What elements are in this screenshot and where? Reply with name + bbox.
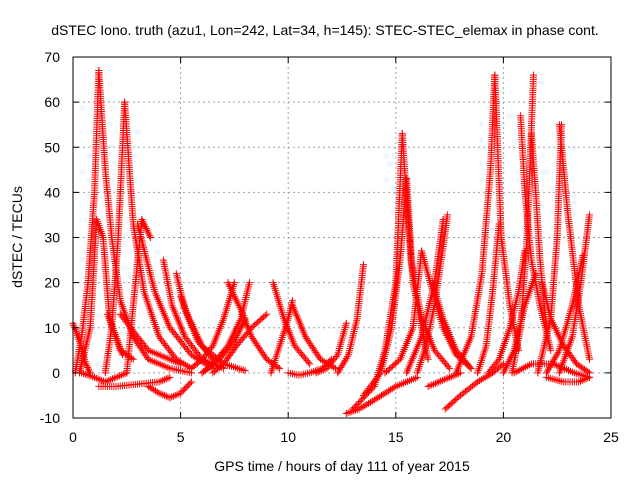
series-42 [484,247,529,377]
series-markers [209,310,271,377]
x-tick-label: 5 [177,429,185,445]
series-markers [78,369,131,386]
series-markers [134,220,217,372]
series-32 [381,247,426,377]
series-markers [510,360,593,381]
series-markers [284,355,335,379]
series-markers [144,378,195,402]
series-13 [159,256,228,372]
series-30 [360,175,411,399]
series-markers [116,310,185,368]
y-tick-label: 30 [44,230,60,246]
series-5 [78,369,131,386]
series-38 [441,360,507,413]
series-markers [484,247,529,377]
x-tick-label: 20 [496,429,512,445]
series-markers [198,315,249,377]
series-markers [555,211,593,377]
series-markers [538,279,593,377]
series-19 [209,310,271,377]
series-markers [103,310,126,359]
series-6 [101,98,129,377]
series-52 [510,360,593,381]
series-markers [428,279,475,372]
chart-title: dSTEC Iono. truth (azu1, Lon=242, Lat=34… [51,22,598,38]
series-markers [452,71,499,377]
y-tick-label: 70 [44,49,60,65]
series-markers [441,360,507,413]
series-20 [198,315,249,377]
series-53 [542,373,593,386]
y-tick-label: 50 [44,139,60,155]
y-tick-label: 60 [44,94,60,110]
series-26 [334,261,367,377]
series-50 [555,211,593,377]
series-24 [284,355,335,379]
x-axis-ticks: 0 5 10 15 20 25 [69,57,619,445]
series-markers [312,319,350,377]
series-markers [474,220,503,377]
series-markers [159,256,228,372]
series-36 [428,279,475,372]
series-4 [103,310,126,359]
series-layer [69,67,593,417]
y-tick-label: 40 [44,184,60,200]
series-39 [452,71,499,377]
y-axis-label: dSTEC / TECUs [9,186,25,288]
y-tick-label: -10 [40,410,60,426]
y-tick-label: 0 [52,365,60,381]
series-25 [312,319,350,377]
x-tick-label: 15 [388,429,404,445]
y-axis-ticks: -10 0 10 20 30 40 50 60 70 [40,49,611,426]
series-12 [144,378,195,402]
series-51 [538,279,593,377]
x-tick-label: 25 [603,429,619,445]
x-axis-label: GPS time / hours of day 111 of year 2015 [214,458,470,474]
y-tick-label: 10 [44,320,60,336]
series-markers [360,175,411,399]
series-10 [134,220,217,372]
y-tick-label: 20 [44,275,60,291]
series-41 [474,220,503,377]
x-tick-label: 10 [280,429,296,445]
x-tick-label: 0 [69,429,77,445]
series-markers [101,98,129,377]
series-markers [381,247,426,377]
series-markers [542,373,593,386]
series-11 [116,310,185,368]
series-markers [334,261,367,377]
